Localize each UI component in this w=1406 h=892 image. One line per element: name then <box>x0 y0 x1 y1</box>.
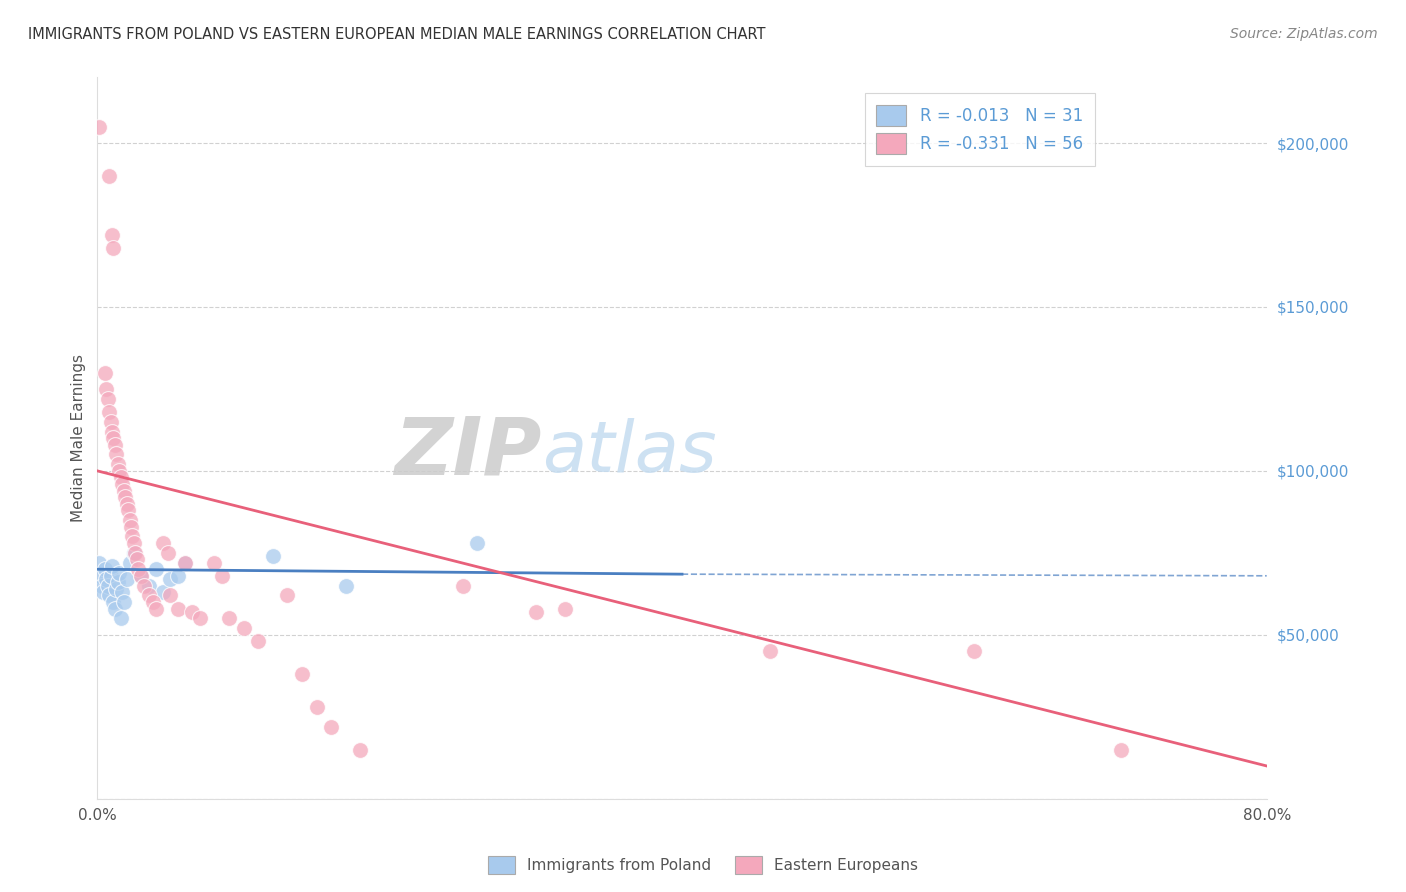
Point <box>188 611 211 625</box>
Point <box>89 569 111 583</box>
Point <box>291 667 314 681</box>
Point <box>107 458 129 472</box>
Point <box>174 556 197 570</box>
Point <box>152 536 174 550</box>
Text: Source: ZipAtlas.com: Source: ZipAtlas.com <box>1230 27 1378 41</box>
Point <box>124 546 146 560</box>
Point <box>125 552 148 566</box>
Point <box>134 579 156 593</box>
Point <box>87 556 110 570</box>
Point <box>98 169 121 183</box>
Point <box>91 585 114 599</box>
Point <box>87 120 110 134</box>
Point <box>262 549 284 563</box>
Point <box>111 585 134 599</box>
Point <box>94 572 117 586</box>
Point <box>758 644 780 658</box>
Point <box>115 497 138 511</box>
Point <box>108 566 131 580</box>
Point <box>166 569 188 583</box>
Point <box>104 437 127 451</box>
Point <box>127 562 149 576</box>
Point <box>121 529 143 543</box>
Point <box>159 589 181 603</box>
Point <box>321 720 343 734</box>
Point <box>98 589 121 603</box>
Point <box>467 536 489 550</box>
Y-axis label: Median Male Earnings: Median Male Earnings <box>72 354 86 522</box>
Point <box>117 503 139 517</box>
Point <box>110 470 132 484</box>
Point <box>159 572 181 586</box>
Legend: Immigrants from Poland, Eastern Europeans: Immigrants from Poland, Eastern European… <box>482 850 924 880</box>
Point <box>97 579 120 593</box>
Point <box>112 595 135 609</box>
Point <box>145 601 167 615</box>
Point <box>90 579 112 593</box>
Point <box>211 569 233 583</box>
Point <box>305 700 328 714</box>
Point <box>103 595 125 609</box>
Point <box>1109 742 1132 756</box>
Point <box>110 611 132 625</box>
Point <box>98 405 121 419</box>
Point <box>156 546 179 560</box>
Point <box>122 536 145 550</box>
Point <box>101 227 124 242</box>
Point <box>120 519 142 533</box>
Point <box>129 569 152 583</box>
Point <box>107 575 129 590</box>
Point <box>232 621 254 635</box>
Point <box>105 448 128 462</box>
Point <box>104 601 127 615</box>
Point <box>152 585 174 599</box>
Point <box>122 546 145 560</box>
Point <box>145 562 167 576</box>
Point <box>166 601 188 615</box>
Point <box>105 582 128 596</box>
Point <box>276 589 298 603</box>
Point <box>100 569 122 583</box>
Point <box>112 483 135 498</box>
Point <box>181 605 204 619</box>
Point <box>108 464 131 478</box>
Point <box>349 742 371 756</box>
Point <box>115 572 138 586</box>
Text: IMMIGRANTS FROM POLAND VS EASTERN EUROPEAN MEDIAN MALE EARNINGS CORRELATION CHAR: IMMIGRANTS FROM POLAND VS EASTERN EUROPE… <box>28 27 766 42</box>
Point <box>101 558 124 573</box>
Legend: R = -0.013   N = 31, R = -0.331   N = 56: R = -0.013 N = 31, R = -0.331 N = 56 <box>865 93 1095 166</box>
Point <box>451 579 474 593</box>
Point <box>93 366 115 380</box>
Text: ZIP: ZIP <box>394 414 541 491</box>
Point <box>142 595 165 609</box>
Point <box>93 562 115 576</box>
Point <box>138 579 160 593</box>
Point <box>174 556 197 570</box>
Point <box>94 382 117 396</box>
Point <box>524 605 547 619</box>
Point <box>118 556 141 570</box>
Point <box>114 490 136 504</box>
Point <box>118 513 141 527</box>
Point <box>103 431 125 445</box>
Point <box>100 415 122 429</box>
Point <box>138 589 160 603</box>
Point <box>111 477 134 491</box>
Point <box>97 392 120 406</box>
Point <box>103 241 125 255</box>
Point <box>554 601 576 615</box>
Point <box>101 425 124 439</box>
Point <box>202 556 225 570</box>
Point <box>129 569 152 583</box>
Point <box>218 611 240 625</box>
Point <box>247 634 270 648</box>
Point <box>335 579 357 593</box>
Text: atlas: atlas <box>541 418 716 487</box>
Point <box>963 644 986 658</box>
